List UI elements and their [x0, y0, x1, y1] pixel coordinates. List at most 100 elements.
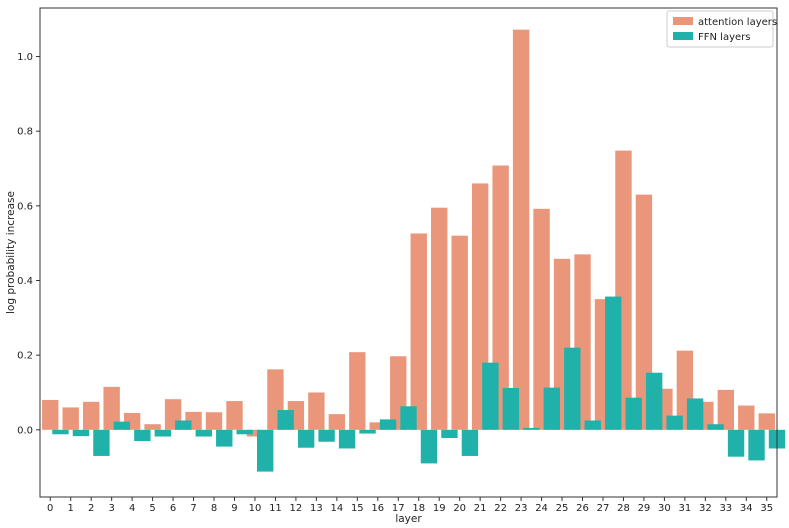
x-tick-label: 14: [330, 503, 343, 514]
x-tick-label: 16: [371, 503, 384, 514]
x-tick-label: 11: [269, 503, 282, 514]
ffn-bar-18: [420, 429, 438, 464]
plot-frame: [39, 7, 778, 498]
x-tick-label: 20: [453, 503, 466, 514]
x-tick-label: 29: [638, 503, 651, 514]
ffn-bar-28: [625, 397, 642, 430]
y-tick-label: 0.2: [17, 351, 33, 362]
attention-bar-3: [103, 386, 120, 430]
y-tick-label: 1.0: [17, 52, 33, 63]
x-tick-label: 23: [515, 503, 528, 514]
ffn-bar-27: [605, 296, 622, 430]
x-axis: 0 1 2 3 4 5 6 7 8 9 10 11 12 13 14 15 16 17 18 19 20 21 22 23 24…: [47, 497, 773, 514]
x-tick-label: 34: [740, 503, 753, 514]
attention-bar-1: [62, 407, 79, 430]
x-tick-label: 9: [231, 503, 237, 514]
legend-box: [666, 10, 774, 48]
ffn-bar-7: [195, 429, 212, 437]
ffn-bar-20: [461, 429, 479, 456]
ffn-bar-12: [297, 429, 315, 448]
ffn-bar-2: [93, 429, 110, 456]
ffn-bar-14: [338, 429, 356, 449]
x-tick-label: 0: [47, 503, 53, 514]
y-tick-label: 0.4: [17, 276, 33, 287]
attention-bar-19: [431, 207, 448, 430]
y-tick-label: 0.8: [17, 127, 33, 138]
attention-bar-35: [758, 413, 775, 430]
x-tick-label: 26: [576, 503, 589, 514]
ffn-bar-22: [502, 388, 520, 430]
attention-bar-13: [308, 392, 325, 430]
x-tick-label: 13: [310, 503, 323, 514]
attention-bar-33: [717, 389, 735, 430]
x-tick-label: 10: [249, 503, 262, 514]
ffn-bar-32: [707, 424, 724, 430]
x-tick-label: 33: [719, 503, 732, 514]
ffn-bar-25: [564, 347, 581, 430]
x-tick-label: 5: [149, 503, 155, 514]
y-tick-label: 0.0: [17, 425, 33, 436]
attention-bar-5: [144, 424, 161, 430]
x-tick-label: 4: [129, 503, 135, 514]
x-tick-label: 25: [556, 503, 569, 514]
ffn-bar-23: [523, 427, 540, 430]
bars-layer: [42, 29, 786, 472]
ffn-bar-9: [236, 429, 253, 435]
x-tick-label: 2: [88, 503, 94, 514]
attention-bar-23: [512, 29, 530, 430]
attention-bar-0: [42, 399, 59, 430]
y-axis-label: log probability increase: [5, 191, 17, 314]
ffn-bar-30: [666, 415, 683, 430]
attention-bar-14: [328, 414, 346, 430]
attention-bar-24: [533, 208, 550, 430]
attention-bar-15: [349, 352, 366, 430]
legend-label: attention layers: [698, 17, 777, 28]
attention-bar-8: [205, 412, 223, 430]
ffn-bar-34: [748, 429, 765, 461]
x-tick-label: 24: [535, 503, 548, 514]
ffn-bar-6: [175, 420, 192, 430]
ffn-bar-5: [154, 429, 172, 437]
legend-label: FFN layers: [698, 32, 750, 43]
ffn-bar-13: [318, 429, 335, 442]
x-tick-label: 21: [474, 503, 487, 514]
x-tick-label: 31: [679, 503, 692, 514]
ffn-bar-0: [52, 429, 69, 435]
x-tick-label: 7: [190, 503, 196, 514]
x-tick-label: 19: [433, 503, 446, 514]
x-tick-label: 22: [494, 503, 507, 514]
ffn-bar-19: [441, 429, 458, 439]
attention-bar-10: [246, 429, 264, 437]
ffn-bar-17: [400, 406, 417, 430]
y-tick-label: 0.6: [17, 201, 33, 212]
ffn-bar-24: [543, 387, 560, 430]
ffn-bar-10: [257, 429, 274, 472]
ffn-bar-3: [113, 421, 131, 430]
attention-bar-20: [451, 235, 468, 430]
ffn-bar-21: [482, 362, 499, 430]
x-tick-label: 8: [211, 503, 217, 514]
attention-bar-2: [82, 401, 100, 430]
x-tick-label: 32: [699, 503, 712, 514]
x-tick-label: 15: [351, 503, 364, 514]
ffn-bar-15: [359, 429, 376, 434]
ffn-bar-8: [216, 429, 233, 447]
legend-swatch: [673, 17, 693, 25]
ffn-bar-29: [645, 372, 663, 430]
x-tick-label: 17: [392, 503, 405, 514]
ffn-bar-1: [72, 429, 90, 437]
x-tick-label: 12: [290, 503, 303, 514]
legend-swatch: [673, 32, 693, 40]
attention-bar-16: [369, 422, 386, 430]
x-tick-label: 18: [412, 503, 425, 514]
legend: attention layers FFN layers: [666, 10, 777, 48]
ffn-bar-16: [379, 419, 397, 430]
ffn-bar-4: [134, 429, 151, 442]
ffn-bar-11: [277, 410, 294, 430]
x-tick-label: 27: [597, 503, 610, 514]
ffn-bar-31: [686, 398, 704, 430]
x-tick-label: 30: [658, 503, 671, 514]
x-tick-label: 1: [68, 503, 74, 514]
x-tick-label: 35: [760, 503, 773, 514]
